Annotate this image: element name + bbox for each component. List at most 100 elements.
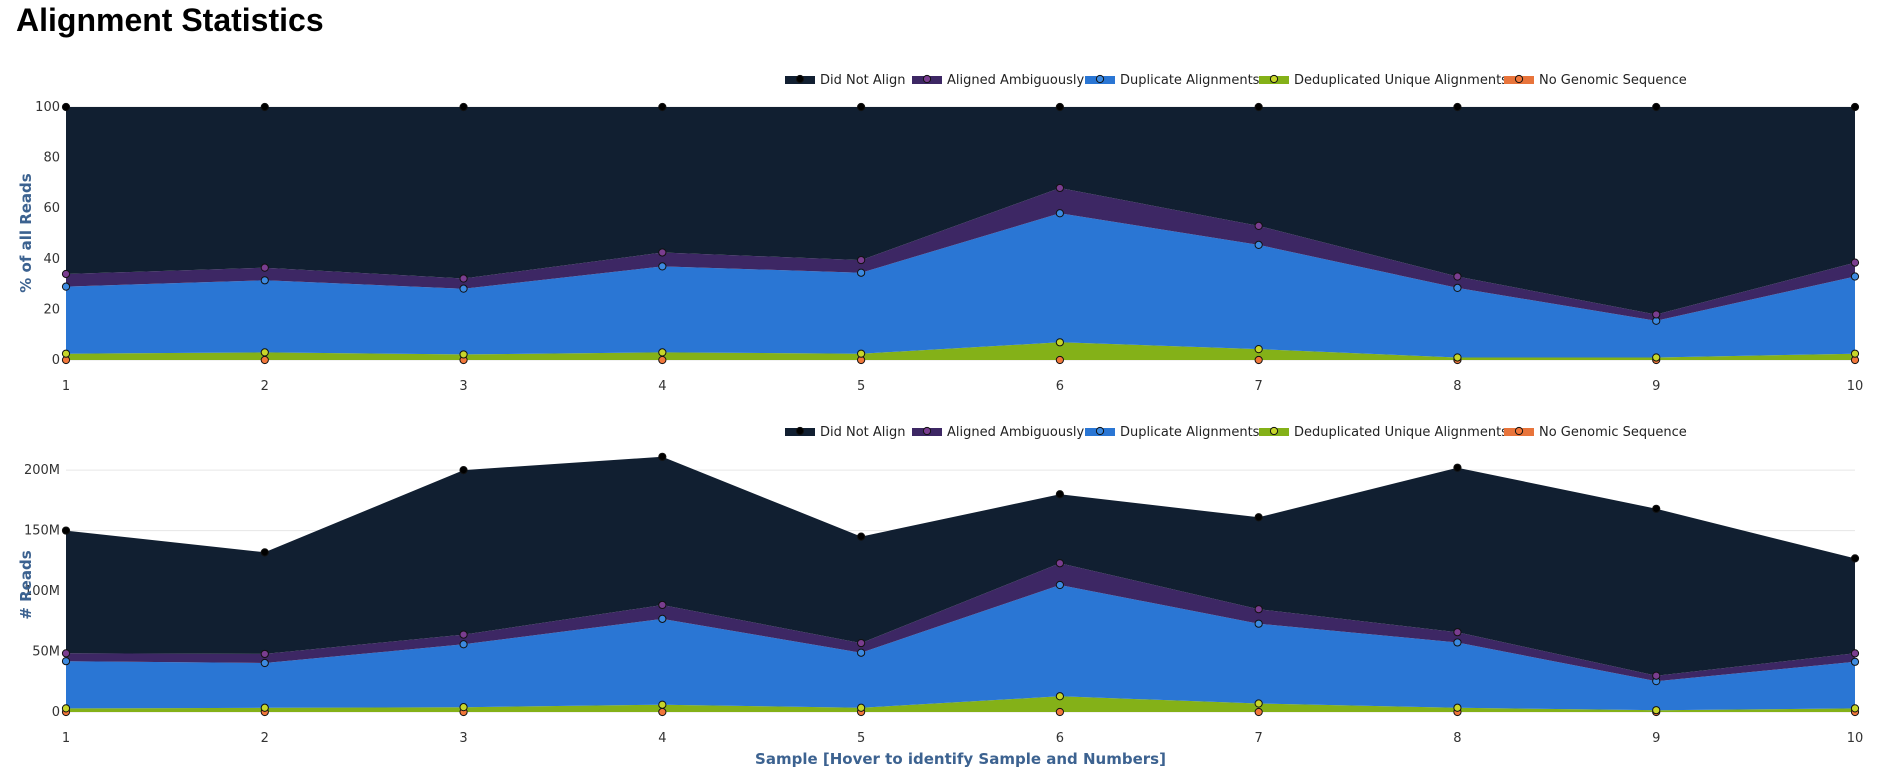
point-aligned-ambiguously bbox=[1652, 671, 1661, 680]
point-did-not-align bbox=[1850, 554, 1860, 563]
point-duplicate-alignments bbox=[260, 658, 269, 668]
legend-item-duplicate-alignments: Duplicate Alignments bbox=[1085, 73, 1260, 88]
legend-item-deduplicated-unique-alignments: Deduplicated Unique Alignments bbox=[1259, 73, 1508, 88]
point-duplicate-alignments bbox=[1850, 657, 1860, 666]
point-deduplicated-unique-alignments bbox=[1850, 349, 1860, 358]
x-tick-label: 10 bbox=[1847, 379, 1864, 394]
point-duplicate-alignments bbox=[658, 262, 667, 271]
point-deduplicated-unique-alignments bbox=[1055, 692, 1064, 701]
area-duplicate-alignments bbox=[66, 585, 1855, 711]
x-tick-label: 4 bbox=[658, 379, 666, 394]
point-deduplicated-unique-alignments bbox=[1055, 338, 1064, 347]
point-aligned-ambiguously bbox=[1850, 258, 1860, 267]
point-did-not-align bbox=[1652, 102, 1661, 112]
legend-label: No Genomic Sequence bbox=[1539, 73, 1687, 88]
legend-item-aligned-ambiguously: Aligned Ambiguously bbox=[912, 425, 1084, 440]
point-aligned-ambiguously bbox=[260, 649, 269, 659]
area-duplicate-alignments bbox=[66, 213, 1855, 358]
point-duplicate-alignments bbox=[1254, 619, 1263, 628]
point-duplicate-alignments bbox=[61, 282, 71, 291]
point-deduplicated-unique-alignments bbox=[1453, 703, 1462, 712]
chart-2: 0 50M 100M 150M 200M 1 2 3 4 5 6 7 8 9 10 # Reads Sample… bbox=[17, 425, 1863, 768]
point-deduplicated-unique-alignments bbox=[61, 704, 71, 713]
point-no-genomic-sequence bbox=[260, 355, 269, 365]
point-did-not-align bbox=[260, 102, 269, 112]
point-deduplicated-unique-alignments bbox=[61, 349, 71, 358]
area-did-not-align bbox=[66, 456, 1855, 676]
y-tick-label: 0 bbox=[52, 353, 60, 368]
point-did-not-align bbox=[1850, 102, 1860, 112]
point-no-genomic-sequence bbox=[1254, 707, 1263, 717]
point-did-not-align bbox=[1055, 490, 1064, 499]
point-aligned-ambiguously bbox=[857, 638, 866, 648]
legend-marker bbox=[1269, 74, 1279, 84]
point-deduplicated-unique-alignments bbox=[658, 348, 667, 357]
y-tick-label: 0 bbox=[52, 705, 60, 720]
point-did-not-align bbox=[1453, 102, 1462, 112]
legend-item-did-not-align: Did Not Align bbox=[785, 73, 906, 88]
point-aligned-ambiguously bbox=[658, 248, 667, 257]
page-title: Alignment Statistics bbox=[16, 2, 324, 38]
point-aligned-ambiguously bbox=[61, 649, 71, 658]
legend: Did Not Align Aligned Ambiguously Duplicat… bbox=[785, 425, 1687, 440]
point-duplicate-alignments bbox=[1055, 209, 1064, 218]
legend-label: No Genomic Sequence bbox=[1539, 425, 1687, 440]
point-aligned-ambiguously bbox=[459, 630, 468, 639]
y-axis-title: # Reads bbox=[17, 550, 35, 619]
point-duplicate-alignments bbox=[260, 276, 269, 285]
point-did-not-align bbox=[1254, 513, 1263, 522]
area-did-not-align bbox=[66, 107, 1855, 315]
point-deduplicated-unique-alignments bbox=[1652, 353, 1661, 362]
point-deduplicated-unique-alignments bbox=[459, 703, 468, 712]
y-tick-label: 100 bbox=[35, 100, 60, 115]
legend-marker bbox=[1269, 426, 1279, 436]
x-tick-label: 2 bbox=[261, 379, 269, 394]
point-no-genomic-sequence bbox=[1055, 707, 1064, 717]
point-duplicate-alignments bbox=[1453, 283, 1462, 292]
point-deduplicated-unique-alignments bbox=[1453, 353, 1462, 362]
legend-item-duplicate-alignments: Duplicate Alignments bbox=[1085, 425, 1260, 440]
x-tick-label: 3 bbox=[459, 379, 467, 394]
chart-1: 0 20 40 60 80 100 1 2 3 4 5 6 7 8 9 10 % of all Reads Did… bbox=[17, 73, 1863, 394]
legend-label: Did Not Align bbox=[820, 73, 906, 88]
point-no-genomic-sequence bbox=[658, 355, 667, 365]
point-did-not-align bbox=[1254, 102, 1263, 112]
point-deduplicated-unique-alignments bbox=[1652, 706, 1661, 715]
legend-marker bbox=[1095, 74, 1105, 84]
x-tick-label: 10 bbox=[1847, 731, 1864, 746]
legend-label: Duplicate Alignments bbox=[1120, 425, 1260, 440]
x-tick-label: 1 bbox=[62, 379, 70, 394]
point-did-not-align bbox=[857, 102, 866, 112]
x-tick-label: 9 bbox=[1652, 731, 1660, 746]
y-tick-label: 50M bbox=[32, 645, 60, 660]
legend-label: Deduplicated Unique Alignments bbox=[1294, 73, 1508, 88]
x-tick-label: 5 bbox=[857, 379, 865, 394]
legend-item-deduplicated-unique-alignments: Deduplicated Unique Alignments bbox=[1259, 425, 1508, 440]
legend-marker bbox=[1514, 74, 1524, 84]
point-did-not-align bbox=[1055, 102, 1064, 112]
point-aligned-ambiguously bbox=[1254, 221, 1263, 231]
point-did-not-align bbox=[459, 102, 468, 112]
point-deduplicated-unique-alignments bbox=[260, 703, 269, 712]
point-did-not-align bbox=[658, 102, 667, 112]
legend-label: Aligned Ambiguously bbox=[947, 425, 1084, 440]
legend-marker bbox=[795, 426, 805, 436]
x-tick-label: 5 bbox=[857, 731, 865, 746]
point-aligned-ambiguously bbox=[1254, 605, 1263, 614]
y-tick-label: 200M bbox=[24, 463, 60, 478]
point-aligned-ambiguously bbox=[61, 269, 71, 279]
x-axis-title: Sample [Hover to identify Sample and Num… bbox=[755, 750, 1166, 768]
x-tick-label: 1 bbox=[62, 731, 70, 746]
point-aligned-ambiguously bbox=[459, 274, 468, 283]
legend-marker bbox=[1514, 426, 1524, 436]
point-deduplicated-unique-alignments bbox=[1254, 345, 1263, 354]
y-tick-label: 100M bbox=[24, 584, 60, 599]
point-aligned-ambiguously bbox=[1055, 183, 1064, 193]
y-tick-label: 20 bbox=[43, 302, 60, 317]
point-aligned-ambiguously bbox=[658, 600, 667, 610]
legend-marker bbox=[795, 74, 805, 84]
point-deduplicated-unique-alignments bbox=[260, 348, 269, 357]
point-did-not-align bbox=[1453, 463, 1462, 472]
point-duplicate-alignments bbox=[1055, 580, 1064, 590]
